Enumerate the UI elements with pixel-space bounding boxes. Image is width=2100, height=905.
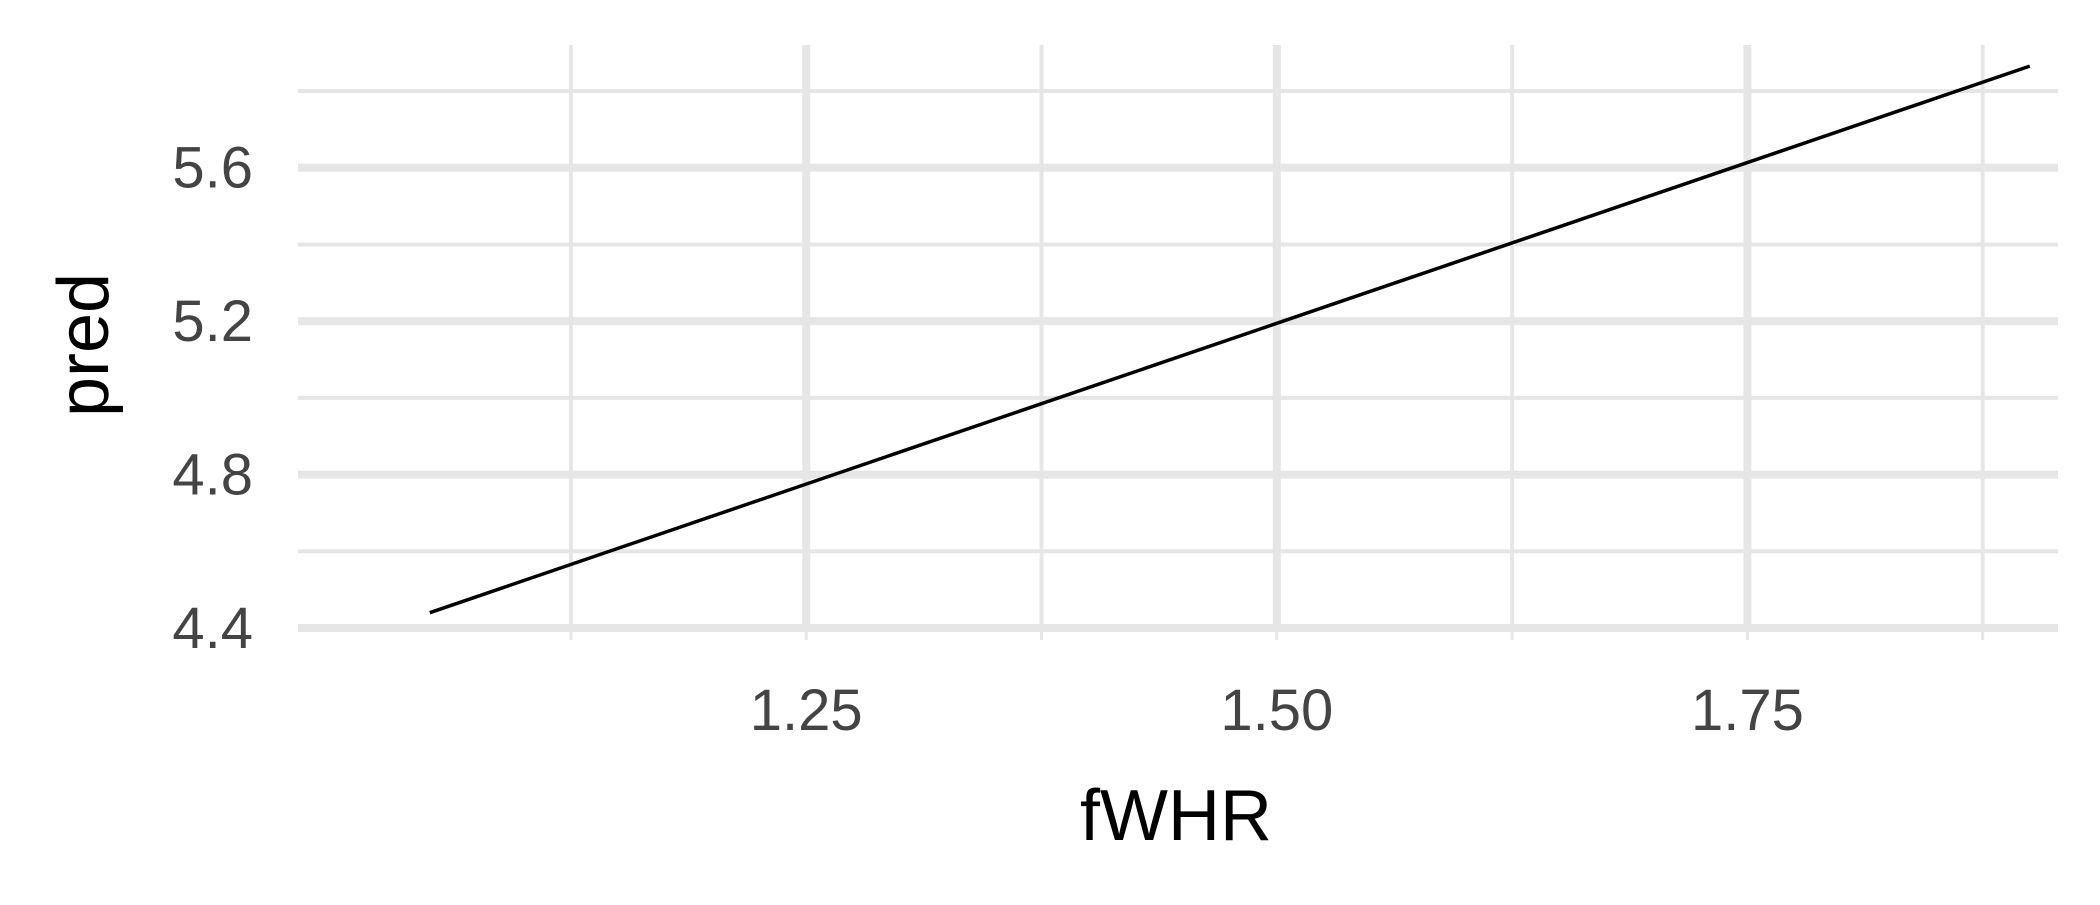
y-tick-label: 5.6 bbox=[172, 136, 253, 201]
y-axis-title: pred bbox=[44, 273, 124, 417]
x-axis-title: fWHR bbox=[1080, 776, 1272, 856]
x-tick-label: 1.75 bbox=[1691, 678, 1804, 743]
x-tick-label: 1.25 bbox=[750, 678, 863, 743]
y-tick-label: 4.8 bbox=[172, 443, 253, 508]
data-layer bbox=[429, 64, 2031, 615]
tick-label-layer: 4.4 4.8 5.2 5.6 1.25 1.50 1.75 bbox=[172, 136, 1803, 743]
grid-layer bbox=[298, 45, 2058, 640]
y-tick-label: 5.2 bbox=[172, 289, 253, 354]
y-tick-label: 4.4 bbox=[172, 596, 253, 661]
x-tick-label: 1.50 bbox=[1220, 678, 1333, 743]
series-line bbox=[429, 64, 2031, 615]
